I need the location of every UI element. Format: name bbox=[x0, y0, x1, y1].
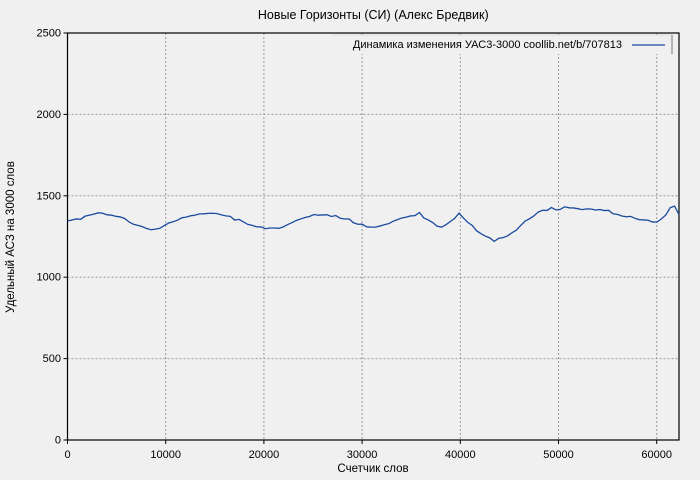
svg-text:2500: 2500 bbox=[37, 28, 61, 40]
svg-text:500: 500 bbox=[43, 353, 61, 365]
svg-text:2000: 2000 bbox=[37, 109, 61, 121]
svg-text:Динамика изменения УАС3-3000 c: Динамика изменения УАС3-3000 coollib.net… bbox=[353, 39, 622, 51]
svg-text:40000: 40000 bbox=[445, 449, 476, 461]
svg-text:60000: 60000 bbox=[641, 449, 672, 461]
svg-text:20000: 20000 bbox=[249, 449, 280, 461]
svg-text:10000: 10000 bbox=[150, 449, 181, 461]
svg-text:1000: 1000 bbox=[37, 272, 61, 284]
svg-text:0: 0 bbox=[64, 449, 70, 461]
svg-text:30000: 30000 bbox=[347, 449, 378, 461]
svg-text:50000: 50000 bbox=[543, 449, 574, 461]
svg-text:1500: 1500 bbox=[37, 190, 61, 202]
svg-text:0: 0 bbox=[55, 435, 61, 447]
